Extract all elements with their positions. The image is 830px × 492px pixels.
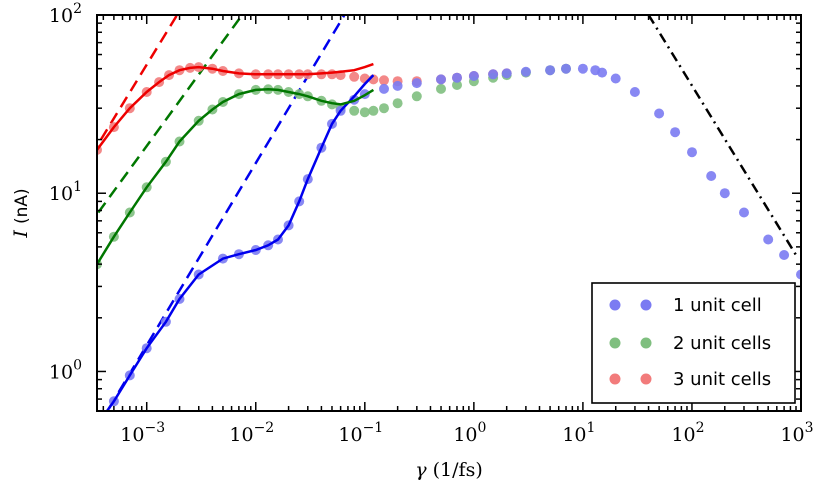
legend-box [591, 282, 796, 404]
asymptote-line-2 [97, 15, 244, 214]
series-2-fit-line [97, 88, 375, 265]
series-2-point [452, 80, 462, 90]
legend-marker-2 [609, 337, 621, 349]
x-tick-label: 103 [780, 420, 813, 446]
x-tick-label: 10−2 [229, 420, 274, 446]
plot-area [92, 15, 801, 430]
legend-entry-1: 1 unit cell [609, 295, 762, 316]
legend-label-3: 3 unit cells [673, 369, 771, 390]
high-gamma-asymptote [647, 15, 798, 256]
series-1-point [779, 250, 790, 260]
legend-marker-1 [609, 299, 621, 311]
series-1-point [739, 207, 749, 218]
series-1-point [468, 71, 479, 81]
series-1-point [411, 78, 422, 89]
series-3-point [327, 69, 337, 80]
series-1-fit-line [105, 74, 375, 411]
series-1-point [392, 80, 403, 91]
series-1-point [92, 420, 102, 430]
series-1-point [597, 67, 608, 78]
legend: 1 unit cell 2 unit cells 3 unit cells [591, 282, 796, 404]
series-1-point [610, 73, 621, 84]
series-2-point [368, 105, 379, 116]
series-1-point [436, 74, 446, 85]
legend-entry-2: 2 unit cells [609, 333, 771, 354]
series-3-markers [97, 62, 512, 155]
series-3-point [349, 71, 360, 82]
series-1-point [796, 269, 801, 280]
series-3-point [379, 75, 389, 86]
series-1-point [561, 63, 571, 74]
legend-label-2: 2 unit cells [673, 333, 771, 354]
x-axis-label: γ (1/fs) [415, 459, 483, 481]
series-2-point [436, 83, 446, 94]
legend-entry-3: 3 unit cells [609, 369, 771, 390]
series-1-point [520, 66, 531, 77]
series-1-point [488, 69, 499, 80]
y-axis-label: I (nA) [10, 188, 32, 238]
asymptote-line-1 [107, 15, 346, 410]
series-1-point [654, 108, 665, 119]
series-1-point [706, 171, 717, 181]
y-tick-label: 102 [49, 1, 82, 27]
series-1-point [763, 234, 774, 245]
legend-marker-3 [609, 373, 621, 385]
x-tick-label: 101 [562, 420, 595, 446]
legend-label-1: 1 unit cell [673, 295, 762, 316]
series-2-point [349, 105, 360, 116]
series-2-point [392, 98, 403, 109]
series-1-point [719, 188, 730, 199]
series-2-point [411, 91, 422, 102]
legend-marker-1b [640, 299, 652, 311]
series-1-point [687, 147, 697, 158]
series-2-point [359, 107, 370, 118]
series-1-point [629, 87, 640, 97]
y-tick-label: 101 [49, 179, 82, 205]
axis-ticks: 10−3 10−2 10−1 100 101 102 103 100 101 102 [49, 1, 814, 446]
asymptote-line-3 [99, 15, 179, 141]
legend-marker-2b [640, 337, 652, 349]
legend-marker-3b [640, 373, 652, 385]
series-3-fit-line [97, 62, 374, 151]
series-2-point [379, 103, 389, 114]
x-tick-label: 10−3 [120, 420, 165, 446]
x-tick-label: 100 [453, 420, 486, 446]
series-1-point [501, 68, 512, 79]
series-1-point [452, 72, 462, 83]
series-1-point [379, 83, 389, 94]
series-1-point [577, 63, 588, 74]
y-tick-label: 100 [49, 358, 82, 384]
x-tick-label: 102 [671, 420, 704, 446]
series-1-point [670, 127, 681, 138]
x-tick-label: 10−1 [338, 420, 383, 446]
series-1-point [545, 65, 556, 76]
